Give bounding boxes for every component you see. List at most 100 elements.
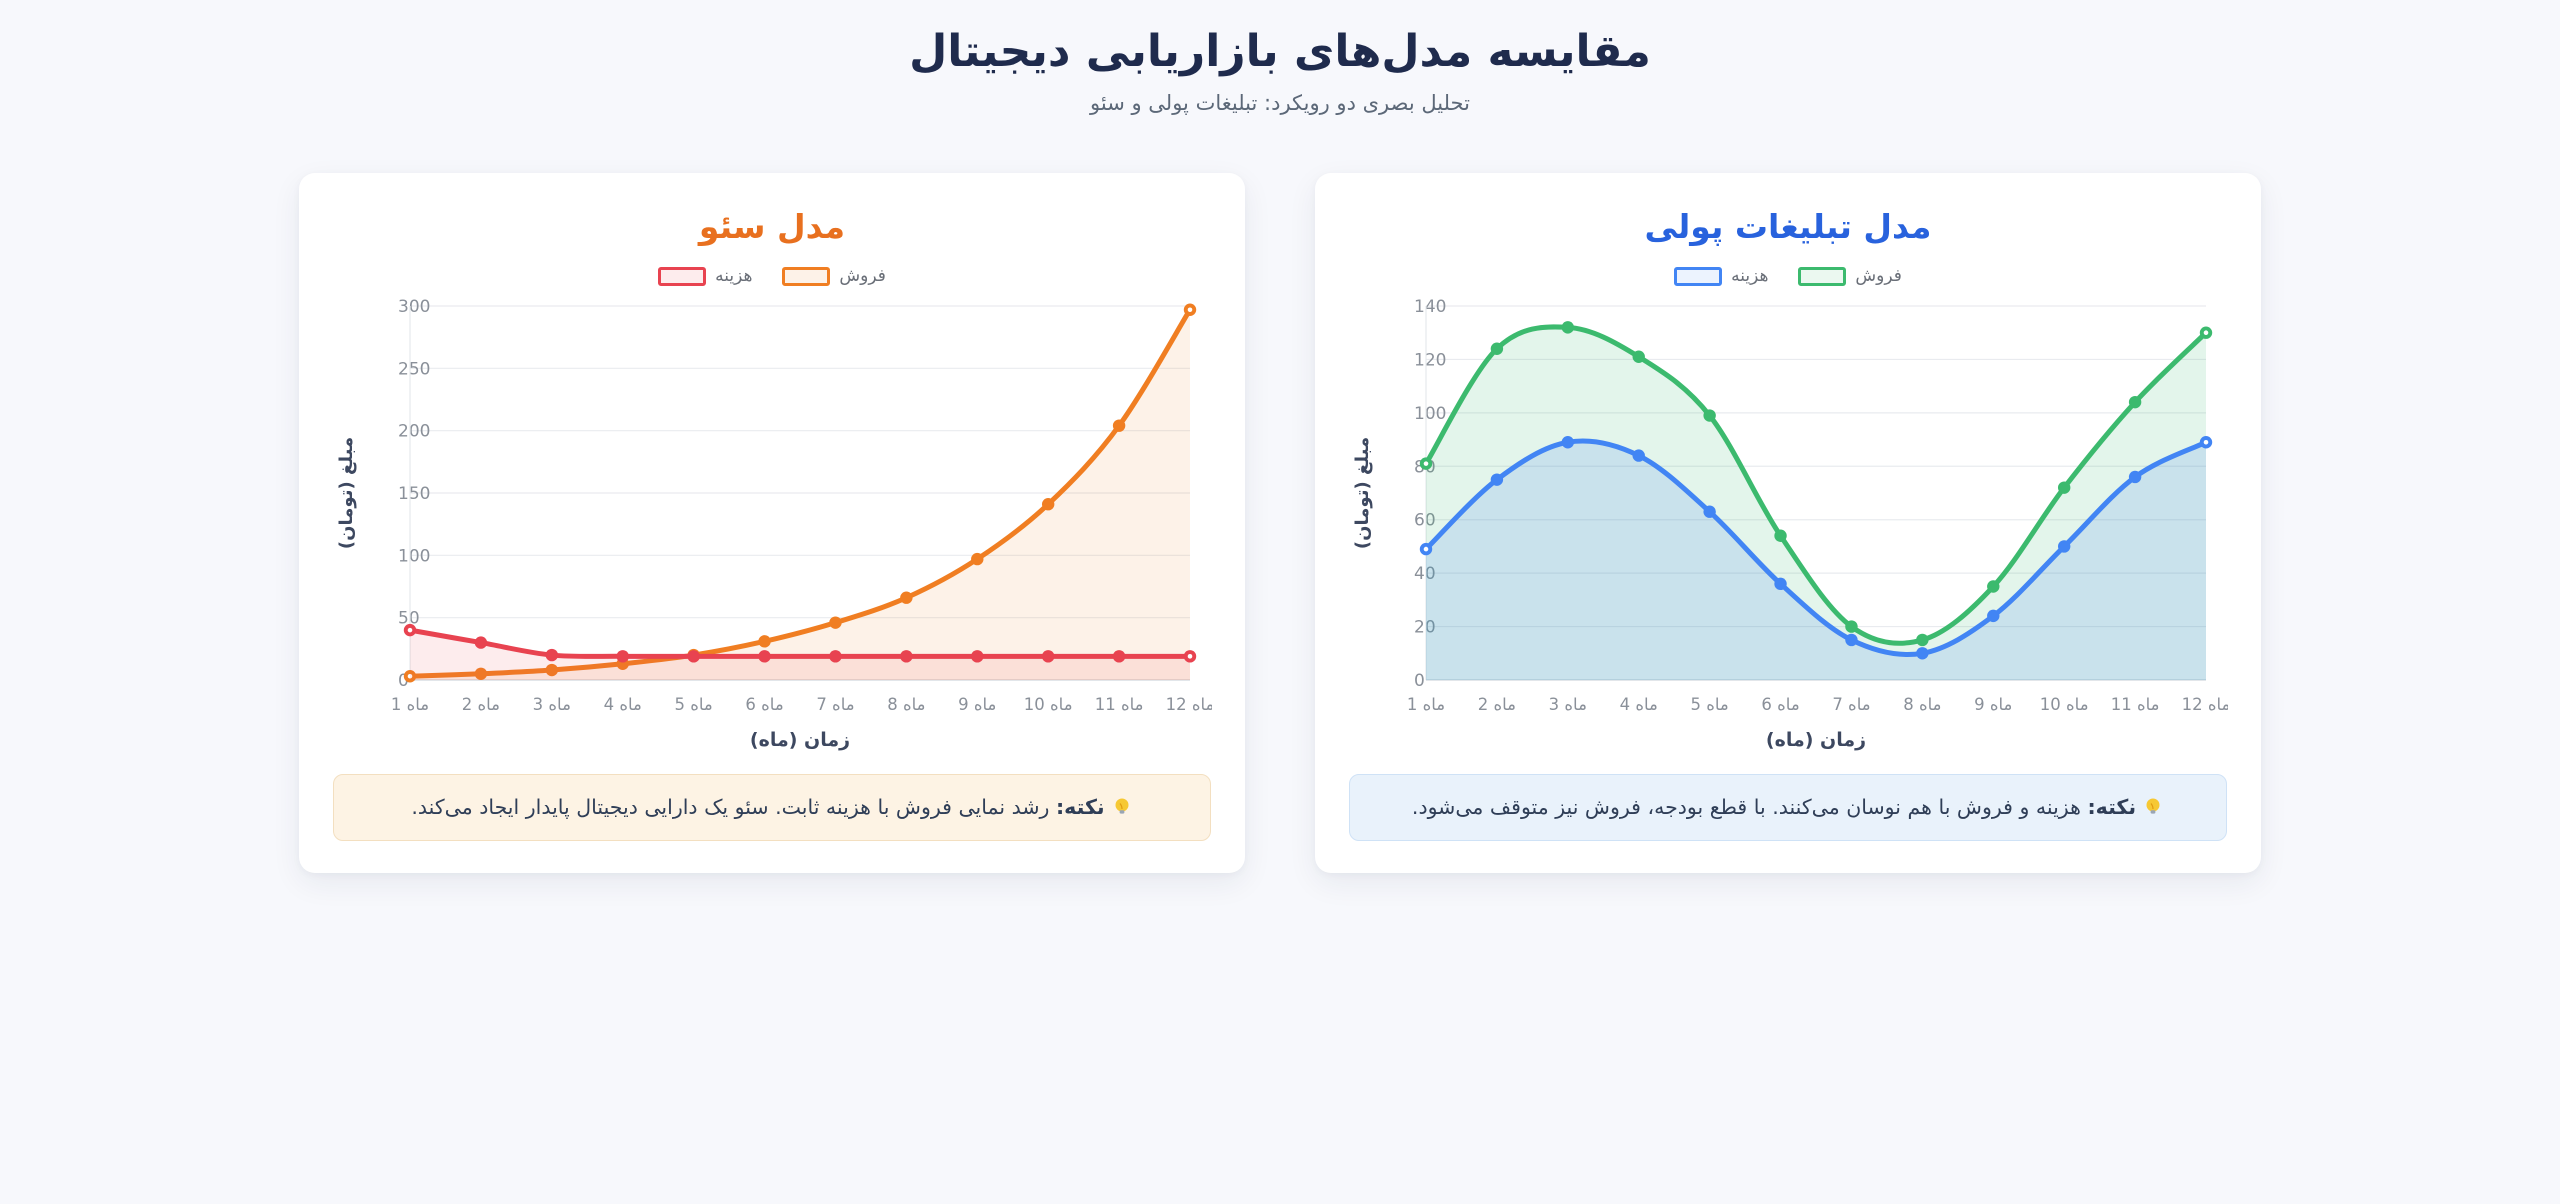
y-tick-label: 40	[1414, 564, 1436, 584]
x-tick-label: ماه 10	[2040, 695, 2089, 714]
data-point[interactable]	[1845, 633, 1858, 647]
data-point[interactable]	[1703, 409, 1716, 422]
x-tick-label: ماه 7	[1832, 695, 1870, 714]
x-tick-label: ماه 12	[2182, 695, 2228, 714]
seo-model-card: مدل سئو هزینه فروش 0 50 100 150 200 250 300 ماه…	[299, 173, 1245, 873]
data-point[interactable]	[687, 650, 700, 663]
data-point[interactable]	[971, 552, 984, 566]
data-point[interactable]	[758, 635, 771, 648]
x-tick-label: ماه 8	[1903, 695, 1941, 714]
data-point[interactable]	[545, 648, 559, 662]
data-point-center	[1423, 546, 1429, 552]
data-point[interactable]	[758, 650, 771, 663]
data-point[interactable]	[545, 663, 559, 677]
data-point[interactable]	[971, 650, 984, 663]
x-tick-label: ماه 3	[1549, 695, 1587, 714]
x-tick-label: ماه 4	[1620, 695, 1658, 714]
data-point-center	[2203, 330, 2209, 336]
x-tick-label: ماه 8	[887, 695, 925, 714]
data-point[interactable]	[1774, 577, 1787, 591]
legend-item-sales[interactable]: فروش	[1798, 266, 1902, 286]
legend-item-sales[interactable]: فروش	[782, 266, 886, 286]
y-tick-label: 200	[398, 422, 430, 442]
series-area-1	[410, 309, 1190, 680]
data-point[interactable]	[900, 591, 913, 604]
x-tick-label: ماه 9	[1974, 695, 2012, 714]
y-tick-label: 150	[398, 484, 430, 504]
legend-swatch-cost	[658, 266, 707, 286]
legend-label-cost: هزینه	[715, 266, 753, 286]
y-tick-label: 0	[398, 671, 409, 691]
data-point[interactable]	[1703, 505, 1716, 518]
x-tick-label: ماه 12	[1166, 695, 1212, 714]
x-axis-labels: ماه 1 ماه 2 ماه 3 ماه 4 ماه 5 ماه 6 ماه 7 ماه 8…	[391, 695, 1212, 714]
data-point[interactable]	[2057, 540, 2071, 553]
data-point[interactable]	[1845, 620, 1858, 633]
note-label: نکته:	[2087, 795, 2137, 819]
note-text: رشد نمایی فروش با هزینه ثابت. سئو یک دار…	[411, 795, 1050, 819]
data-point[interactable]	[2057, 481, 2071, 494]
paid-legend: هزینه فروش	[1347, 266, 2229, 286]
lightbulb-icon	[2146, 798, 2160, 814]
legend-item-cost[interactable]: هزینه	[1674, 266, 1768, 286]
series-line-0	[407, 627, 1193, 659]
y-tick-label: 60	[1414, 511, 1436, 531]
note-label: نکته:	[1055, 795, 1105, 819]
data-point[interactable]	[1041, 498, 1055, 511]
data-point-center	[1423, 461, 1429, 466]
data-point[interactable]	[1490, 473, 1504, 486]
legend-swatch-sales	[782, 266, 831, 286]
x-tick-label: ماه 9	[958, 695, 996, 714]
data-point[interactable]	[1987, 609, 2000, 623]
x-tick-label: ماه 10	[1024, 695, 1073, 714]
data-point-center	[1187, 307, 1193, 313]
data-point-center	[407, 673, 413, 679]
data-point[interactable]	[1632, 350, 1645, 363]
data-point[interactable]	[2128, 395, 2142, 409]
legend-label-cost: هزینه	[1731, 266, 1769, 286]
paid-ads-model-card: مدل تبلیغات پولی هزینه فروش 020406080100…	[1315, 173, 2261, 873]
x-tick-label: ماه 6	[1761, 695, 1799, 714]
y-tick-label: 20	[1414, 618, 1436, 638]
data-point[interactable]	[1916, 633, 1929, 647]
data-point[interactable]	[1987, 580, 2000, 593]
data-point[interactable]	[1774, 529, 1787, 542]
x-tick-label: ماه 7	[816, 695, 854, 714]
x-tick-label: ماه 5	[675, 695, 713, 714]
data-point[interactable]	[1490, 342, 1504, 355]
y-tick-label: 300	[398, 297, 430, 317]
data-point[interactable]	[474, 636, 488, 649]
seo-chart: 0 50 100 150 200 250 300 ماه 1 ماه 2 ماه 3 ماه 4 ما…	[331, 290, 1213, 764]
seo-note: نکته: رشد نمایی فروش با هزینه ثابت. سئو …	[333, 774, 1211, 841]
paid-note: نکته: هزینه و فروش با هم نوسان می‌کنند. …	[1349, 774, 2227, 841]
data-point[interactable]	[829, 616, 842, 629]
data-point[interactable]	[2128, 470, 2142, 484]
data-point[interactable]	[474, 667, 488, 680]
y-axis-title: مبلغ (تومان)	[336, 437, 357, 549]
x-tick-label: ماه 4	[604, 695, 642, 714]
data-point[interactable]	[616, 650, 629, 663]
data-point[interactable]	[1112, 419, 1126, 432]
y-axis-title: مبلغ (تومان)	[1352, 437, 1373, 549]
data-point-center	[1187, 654, 1193, 659]
data-point-center	[2203, 439, 2209, 445]
data-point[interactable]	[829, 650, 842, 663]
legend-item-cost[interactable]: هزینه	[658, 266, 752, 286]
data-point[interactable]	[1632, 449, 1645, 462]
x-axis-labels: ماه 1 ماه 2 ماه 3 ماه 4 ماه 5 ماه 6 ماه 7 ماه 8…	[1407, 695, 2228, 714]
data-point[interactable]	[1916, 647, 1929, 660]
data-point[interactable]	[1041, 650, 1055, 663]
data-point[interactable]	[1112, 650, 1126, 663]
x-tick-label: ماه 11	[1095, 695, 1144, 714]
data-point-center	[407, 627, 413, 633]
y-tick-label: 140	[1414, 297, 1446, 317]
page-subtitle: تحلیل بصری دو رویکرد: تبلیغات پولی و سئو	[1090, 91, 1470, 115]
data-point[interactable]	[1561, 436, 1575, 449]
grid-lines: 0 50 100 150 200 250 300	[398, 297, 1190, 691]
data-point[interactable]	[900, 650, 913, 663]
data-point[interactable]	[1561, 321, 1575, 334]
x-tick-label: ماه 2	[1478, 695, 1516, 714]
